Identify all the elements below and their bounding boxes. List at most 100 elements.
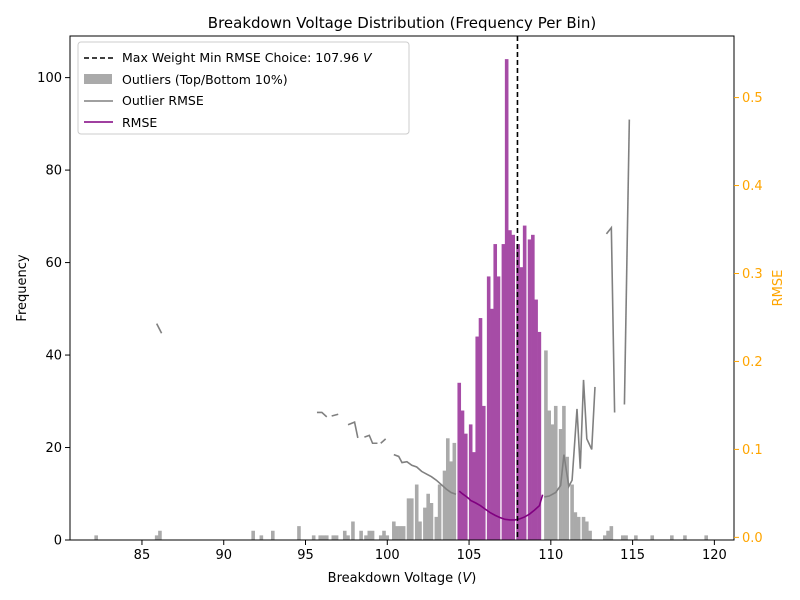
outlier-bar (359, 530, 363, 540)
outlier-bar (392, 521, 396, 540)
outlier-bar (573, 512, 578, 540)
main-bar (475, 336, 480, 540)
outlier-rmse-segment (155, 323, 163, 334)
y2-tick-label: 0.1 (742, 443, 763, 458)
outlier-bar (570, 484, 574, 540)
outlier-bar (609, 526, 614, 540)
legend-outliers-label: Outliers (Top/Bottom 10%) (122, 72, 288, 87)
main-bars (457, 59, 542, 541)
main-bar (522, 225, 527, 540)
outlier-rmse-segment (347, 421, 359, 439)
outlier-bar (342, 530, 347, 540)
y-tick-label: 40 (45, 349, 62, 364)
y2-tick-label: 0.0 (742, 531, 763, 546)
outlier-bar (544, 350, 548, 540)
rmse-line (458, 490, 544, 521)
outlier-bars (94, 350, 708, 540)
outlier-bar (437, 484, 442, 540)
outlier-bar (406, 498, 411, 540)
y-axis-left: 0 20 40 60 80 100 (37, 71, 70, 549)
legend-vline-label-unit: V (363, 50, 373, 65)
y2-tick-label: 0.3 (742, 267, 763, 282)
x-axis-title-text: Breakdown Voltage ( (328, 571, 463, 586)
outlier-bar (401, 526, 406, 540)
x-tick-label: 115 (620, 548, 645, 563)
y-tick-label: 100 (37, 71, 62, 86)
x-axis-title-unit: V (462, 571, 472, 586)
outlier-rmse-segment (331, 413, 339, 417)
x-axis-title-close: ) (471, 571, 476, 586)
main-bar (519, 267, 524, 540)
x-tick-label: 85 (134, 548, 151, 563)
y-axis-right: 0.0 0.1 0.2 0.3 0.4 0.5 (734, 91, 763, 546)
outlier-bar (588, 530, 592, 540)
outlier-bar (562, 405, 566, 540)
outlier-bar (378, 535, 383, 540)
outlier-rmse-segment (605, 225, 616, 413)
outlier-bar (585, 521, 589, 540)
y-tick-label: 20 (45, 441, 62, 456)
outlier-bar (620, 535, 625, 540)
outlier-bar (370, 530, 375, 540)
x-tick-label: 100 (375, 548, 400, 563)
legend-rmse-label: RMSE (122, 115, 157, 130)
x-axis-title: Breakdown Voltage (V) (328, 571, 477, 586)
outlier-bar (311, 535, 316, 540)
outlier-bar (606, 530, 610, 540)
outlier-bar (346, 535, 350, 540)
outlier-bar (334, 535, 339, 540)
outlier-rmse-segment (393, 453, 457, 496)
outlier-bar (434, 516, 439, 540)
y2-axis-title: RMSE (771, 270, 786, 307)
outlier-bar (324, 535, 329, 540)
main-bar (460, 410, 465, 540)
outlier-bar (382, 530, 386, 540)
outlier-bar (442, 470, 447, 540)
outlier-bar (158, 530, 162, 540)
outlier-bar (449, 461, 453, 540)
main-bar (527, 239, 532, 541)
main-bar (486, 276, 491, 540)
main-bar (508, 230, 512, 540)
outlier-bar (364, 535, 368, 540)
y2-tick-label: 0.4 (742, 179, 763, 194)
outlier-bar (670, 535, 674, 540)
outlier-bar (547, 410, 551, 540)
x-tick-label: 90 (215, 548, 232, 563)
outlier-bar (410, 498, 414, 540)
legend-outlier-rmse-label: Outlier RMSE (122, 93, 204, 108)
main-bar (511, 234, 516, 540)
outlier-bar (576, 516, 581, 540)
legend: Max Weight Min RMSE Choice: 107.96 V Out… (77, 41, 410, 135)
outlier-rmse-segment (544, 379, 596, 498)
outlier-bar (634, 535, 638, 540)
y-tick-label: 60 (45, 256, 62, 271)
main-bar (490, 308, 494, 540)
chart-title: Breakdown Voltage Distribution (Frequenc… (208, 14, 596, 32)
outlier-bar (445, 438, 450, 540)
outlier-bar (297, 526, 301, 540)
outlier-bar (429, 503, 434, 540)
outlier-bar (426, 493, 430, 540)
x-axis: 85 90 95 100 105 110 115 120 (134, 540, 727, 563)
main-bar (481, 405, 486, 540)
outlier-bar (414, 484, 419, 540)
y-axis-title: Frequency (15, 254, 30, 321)
main-bar (478, 318, 483, 540)
main-bar (493, 244, 498, 540)
outlier-bar (423, 507, 427, 540)
y2-tick-label: 0.2 (742, 355, 763, 370)
outlier-bar (259, 535, 264, 540)
main-bar (504, 59, 509, 541)
x-tick-label: 120 (702, 548, 727, 563)
main-bar (531, 234, 535, 540)
main-bar (501, 244, 506, 540)
x-tick-label: 110 (538, 548, 563, 563)
main-bar (496, 276, 501, 540)
main-bar (537, 331, 542, 540)
outlier-bar (367, 530, 372, 540)
outlier-bar (154, 535, 159, 540)
y-tick-label: 0 (54, 534, 62, 549)
x-tick-label: 105 (457, 548, 482, 563)
